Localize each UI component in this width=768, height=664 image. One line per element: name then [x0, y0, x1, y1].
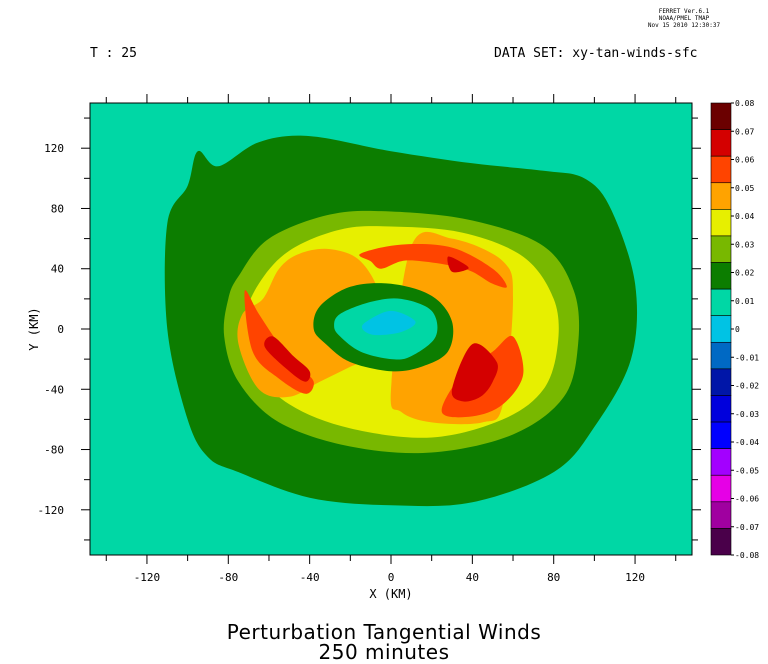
colorbar-swatch — [710, 315, 732, 343]
colorbar: 0.08 0.07 0.06 0.05 0.04 0.03 0.02 0.01 0 -0.01 -0… — [710, 99, 759, 560]
x-tick-label: -80 — [218, 571, 238, 584]
colorbar-label: -0.07 — [735, 523, 759, 532]
contour-region-5-2 — [451, 343, 498, 402]
y-tick-label: -120 — [38, 504, 65, 517]
colorbar-swatch — [710, 209, 732, 237]
colorbar-swatch — [710, 368, 732, 396]
colorbar-swatch — [710, 528, 732, 556]
y-tick-label: -80 — [44, 444, 64, 457]
colorbar-label: 0.02 — [735, 269, 754, 278]
colorbar-label: -0.08 — [735, 551, 759, 560]
y-tick-label: 0 — [57, 323, 64, 336]
contour-region-4-1 — [359, 244, 507, 288]
colorbar-label: 0.01 — [735, 297, 754, 306]
plot-area — [90, 103, 692, 555]
time-label: T : 25 — [90, 46, 137, 61]
colorbar-swatch — [710, 235, 732, 263]
stamp-line-2: NOAA/PMEL TMAP — [658, 15, 710, 22]
colorbar-label: -0.04 — [735, 438, 759, 447]
colorbar-swatch — [710, 155, 732, 184]
colorbar-label: -0.05 — [735, 466, 759, 475]
ferret-stamp: FERRET Ver.6.1 NOAA/PMEL TMAP Nov 15 201… — [636, 8, 732, 29]
dataset-label: DATA SET: xy-tan-winds-sfc — [494, 46, 698, 61]
y-tick-label: -40 — [44, 383, 64, 396]
colorbar-label: 0.04 — [735, 212, 754, 221]
colorbar-label: -0.02 — [735, 382, 759, 391]
chart-title: Perturbation Tangential Winds — [226, 620, 542, 644]
colorbar-swatch — [710, 448, 732, 476]
y-tick-label: 40 — [51, 263, 64, 276]
colorbar-swatch — [710, 262, 732, 290]
colorbar-label: 0.03 — [735, 240, 754, 249]
colorbar-label: -0.01 — [735, 353, 759, 362]
colorbar-swatch — [710, 288, 732, 317]
colorbar-swatch — [710, 421, 732, 449]
colorbar-swatch — [710, 129, 732, 157]
y-axis-label: Y (KM) — [27, 307, 41, 350]
x-tick-label: 0 — [388, 571, 395, 584]
colorbar-swatch — [710, 182, 732, 210]
chart-subtitle: 250 minutes — [318, 640, 450, 664]
colorbar-swatch — [710, 395, 732, 423]
colorbar-label: 0.08 — [735, 99, 754, 108]
contour-region-5-0 — [264, 336, 311, 382]
contour-region-5-1 — [447, 256, 469, 273]
colorbar-swatch — [710, 474, 732, 503]
colorbar-label: -0.03 — [735, 410, 759, 419]
colorbar-label: 0.06 — [735, 156, 754, 165]
axes: -120 -80 -40 0 40 80 120 120 80 40 0 -40 -80 -120 X (K… — [27, 94, 701, 601]
contour-region-8-0 — [361, 310, 416, 336]
colorbar-label: 0.05 — [735, 184, 754, 193]
stamp-line-1: FERRET Ver.6.1 — [658, 8, 710, 15]
colorbar-swatch — [710, 501, 732, 529]
x-tick-label: 40 — [466, 571, 479, 584]
y-tick-label: 120 — [44, 142, 64, 155]
x-tick-label: -40 — [300, 571, 320, 584]
colorbar-swatch — [710, 102, 732, 130]
stamp-line-3: Nov 15 2010 12:30:37 — [647, 22, 721, 29]
x-tick-label: -120 — [134, 571, 161, 584]
colorbar-label: 0 — [735, 325, 740, 334]
x-tick-label: 80 — [547, 571, 560, 584]
colorbar-label: 0.07 — [735, 127, 754, 136]
colorbar-swatch — [710, 341, 732, 370]
x-tick-label: 120 — [625, 571, 645, 584]
y-tick-label: 80 — [51, 202, 64, 215]
x-axis-label: X (KM) — [369, 587, 412, 601]
colorbar-label: -0.06 — [735, 495, 759, 504]
